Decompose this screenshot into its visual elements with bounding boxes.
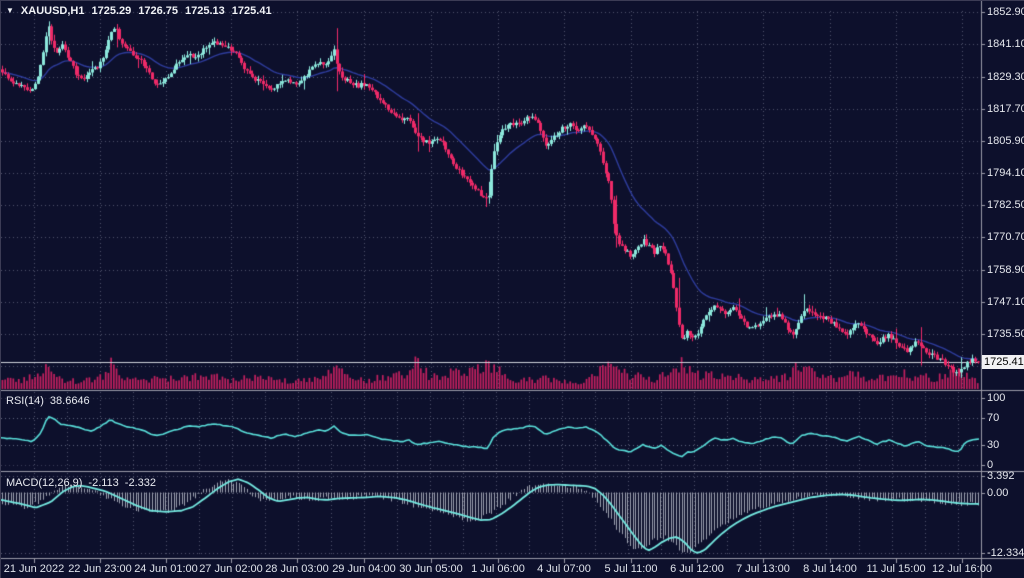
rsi-tick-label: 70 — [987, 412, 1000, 424]
macd-name: MACD(12,26,9) — [6, 477, 83, 489]
time-tick-label: 6 Jul 12:00 — [670, 563, 724, 575]
macd-tick-label: -12.334 — [987, 547, 1024, 559]
time-tick-label: 30 Jun 05:00 — [399, 563, 463, 575]
chevron-down-icon[interactable]: ▼ — [6, 6, 14, 15]
time-tick-label: 11 Jul 15:00 — [866, 563, 926, 575]
rsi-tick-label: 30 — [987, 439, 1000, 451]
rsi-indicator-label: RSI(14) 38.6646 — [6, 395, 96, 407]
time-tick-label: 8 Jul 14:00 — [803, 563, 857, 575]
chart-header: ▼ XAUUSD,H1 1725.29 1726.75 1725.13 1725.41 — [6, 5, 279, 17]
quote-high: 1726.75 — [138, 5, 179, 17]
price-tick-label: 1770.70 — [987, 231, 1024, 243]
symbol-period-label: XAUUSD,H1 — [20, 5, 85, 17]
macd-tick-label: 0.00 — [987, 487, 1009, 499]
price-tick-label: 1841.10 — [987, 38, 1024, 50]
time-tick-label: 29 Jun 04:00 — [332, 563, 396, 575]
quote-close: 1725.41 — [231, 5, 272, 17]
time-tick-label: 7 Jul 13:00 — [736, 563, 790, 575]
macd-indicator-label: MACD(12,26,9) -2.113 -2.332 — [6, 477, 162, 489]
rsi-tick-label: 100 — [987, 392, 1006, 404]
time-tick-label: 28 Jun 03:00 — [265, 563, 329, 575]
price-tick-label: 1805.90 — [987, 135, 1024, 147]
rsi-name: RSI(14) — [6, 395, 44, 407]
price-tick-label: 1794.10 — [987, 167, 1024, 179]
time-tick-label: 21 Jun 2022 — [3, 563, 65, 575]
time-tick-label: 27 Jun 02:00 — [199, 563, 263, 575]
time-tick-label: 12 Jul 16:00 — [932, 563, 992, 575]
time-tick-label: 22 Jun 23:00 — [68, 563, 132, 575]
quote-open: 1725.29 — [91, 5, 132, 17]
price-tick-label: 1758.90 — [987, 264, 1024, 276]
time-tick-label: 24 Jun 01:00 — [134, 563, 198, 575]
time-tick-label: 4 Jul 07:00 — [537, 563, 591, 575]
price-tick-label: 1829.30 — [987, 71, 1024, 83]
rsi-value: 38.6646 — [49, 395, 90, 407]
macd-main-value: -2.113 — [88, 477, 119, 489]
time-tick-label: 1 Jul 06:00 — [471, 563, 525, 575]
time-tick-label: 5 Jul 11:00 — [604, 563, 658, 575]
macd-tick-label: 3.392 — [987, 470, 1015, 482]
price-tick-label: 1782.50 — [987, 199, 1024, 211]
rsi-tick-label: 0 — [987, 459, 994, 471]
price-tick-label: 1735.50 — [987, 328, 1024, 340]
price-tick-label: 1852.90 — [987, 6, 1024, 18]
current-price-badge: 1725.41 — [982, 355, 1024, 369]
price-tick-label: 1817.70 — [987, 103, 1024, 115]
price-tick-label: 1747.10 — [987, 296, 1024, 308]
macd-signal-value: -2.332 — [124, 477, 156, 489]
quote-low: 1725.13 — [185, 5, 225, 17]
